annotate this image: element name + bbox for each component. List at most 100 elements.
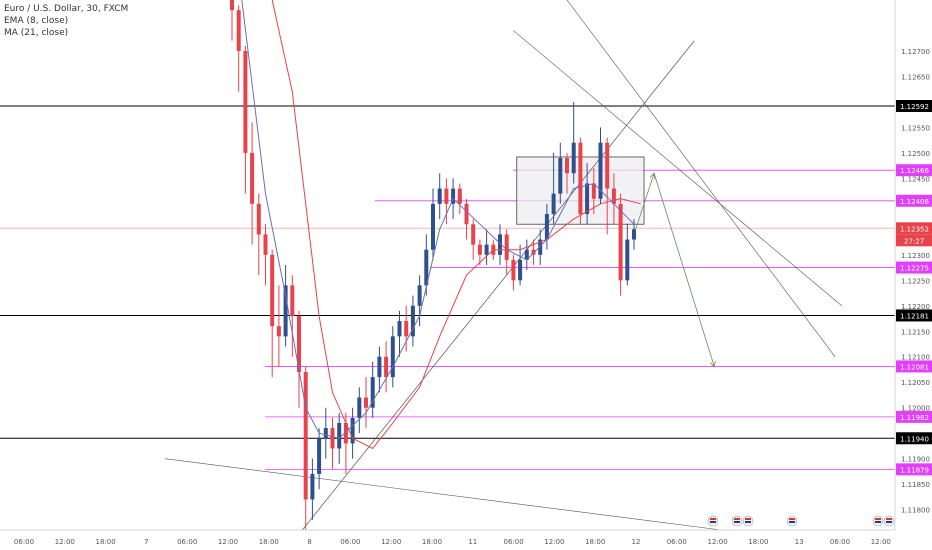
level-badge — [896, 463, 932, 476]
x-tick-label: 06:00 — [177, 538, 197, 546]
level-label: 1.11879 — [900, 466, 929, 474]
candle-body — [431, 203, 435, 250]
candle-body — [230, 0, 234, 11]
flag-stripe-icon — [710, 521, 716, 523]
flag-stripe-icon — [789, 518, 795, 520]
candle-body — [390, 336, 395, 378]
candle-body — [551, 193, 556, 215]
x-tick-label: 18:00 — [422, 538, 442, 546]
candle-body — [544, 214, 549, 240]
candle-body — [611, 188, 616, 204]
candle-body — [591, 183, 596, 199]
y-tick-label: 1.12200 — [901, 303, 930, 311]
candle-body — [484, 244, 489, 255]
level-badge — [896, 164, 932, 177]
level-label: 1.11940 — [900, 435, 929, 443]
candle-body — [250, 152, 255, 204]
candle-body — [276, 326, 281, 337]
candle-body — [632, 229, 636, 240]
rising-trendline — [302, 40, 695, 531]
candle-body — [618, 203, 623, 281]
legend-ema[interactable]: EMA (8, close) — [4, 16, 69, 26]
candle-body — [471, 224, 476, 245]
candle-body — [317, 438, 322, 474]
x-tick-label: 11 — [468, 538, 477, 546]
candle-body — [270, 254, 275, 327]
y-tick-label: 1.12100 — [901, 354, 930, 362]
x-tick-label: 06:00 — [830, 538, 850, 546]
y-tick-label: 1.12150 — [901, 328, 930, 336]
candle-body — [417, 285, 422, 306]
candle-body — [531, 249, 536, 255]
y-tick-label: 1.11900 — [901, 456, 930, 464]
candle-body — [330, 428, 335, 449]
candles — [230, 0, 636, 530]
arrow-up — [633, 173, 655, 235]
y-tick-label: 1.11800 — [901, 507, 930, 515]
candle-body — [290, 285, 295, 316]
candle-body — [424, 249, 429, 286]
y-tick-label: 1.12650 — [901, 73, 930, 81]
candle-body — [283, 285, 288, 337]
descending-line — [513, 30, 842, 306]
candle-body — [397, 321, 402, 337]
candle-body — [464, 203, 469, 225]
flag-stripe-icon — [745, 518, 751, 520]
level-label: 1.12275 — [900, 265, 929, 273]
candle-body — [605, 142, 610, 189]
candle-body — [451, 188, 456, 204]
level-label: 1.11982 — [900, 414, 929, 422]
y-tick-label: 1.12450 — [901, 175, 930, 183]
level-badge — [896, 432, 932, 445]
candle-body — [256, 203, 261, 235]
y-tick-label: 1.12500 — [901, 150, 930, 158]
candle-body — [477, 244, 482, 255]
candle-body — [350, 417, 355, 444]
y-tick-label: 1.12700 — [901, 48, 930, 56]
y-tick-label: 1.12000 — [901, 405, 930, 413]
candle-body — [598, 142, 603, 199]
level-badge — [896, 222, 932, 235]
x-tick-label: 13 — [795, 538, 804, 546]
price-axis — [895, 0, 932, 550]
flag-stripe-icon — [745, 521, 751, 523]
candle-body — [384, 356, 389, 378]
candle-body — [511, 259, 516, 281]
candle-body — [410, 305, 415, 337]
candle-body — [243, 50, 248, 153]
level-label: 1.12081 — [900, 363, 929, 371]
level-badge — [896, 360, 932, 373]
flag-stripe-icon — [734, 521, 740, 523]
level-badge — [896, 100, 932, 112]
legend-ma[interactable]: MA (21, close) — [4, 28, 69, 38]
flag-stripe-icon — [886, 518, 892, 520]
y-tick-label: 1.12050 — [901, 379, 930, 387]
chart-legend: Euro / U.S. Dollar, 30, FXCM EMA (8, clo… — [4, 3, 128, 39]
x-tick-label: 12:00 — [381, 538, 401, 546]
x-tick-label: 18:00 — [585, 538, 605, 546]
legend-symbol[interactable]: Euro / U.S. Dollar, 30, FXCM — [4, 4, 129, 14]
y-tick-label: 1.12250 — [901, 277, 930, 285]
x-tick-label: 06:00 — [504, 538, 524, 546]
x-tick-label: 06:00 — [14, 538, 34, 546]
candle-body — [437, 188, 442, 204]
arrow-down-head — [710, 360, 716, 368]
x-tick-label: 06:00 — [667, 538, 687, 546]
flag-stripe-icon — [886, 521, 892, 523]
y-tick-label: 1.11850 — [901, 481, 930, 489]
descending-line — [566, 0, 836, 357]
candle-body — [457, 188, 462, 204]
x-tick-label: 06:00 — [340, 538, 360, 546]
x-tick-label: 12:00 — [871, 538, 891, 546]
candle-body — [263, 234, 268, 255]
candle-body — [565, 157, 569, 174]
candle-body — [364, 397, 368, 408]
y-tick-label: 1.12550 — [901, 124, 930, 132]
candle-body — [303, 372, 308, 500]
indicators — [241, 0, 641, 450]
ema-8-line — [241, 0, 635, 439]
candle-body — [310, 473, 315, 500]
candle-body — [297, 315, 301, 373]
candle-body — [236, 10, 241, 51]
